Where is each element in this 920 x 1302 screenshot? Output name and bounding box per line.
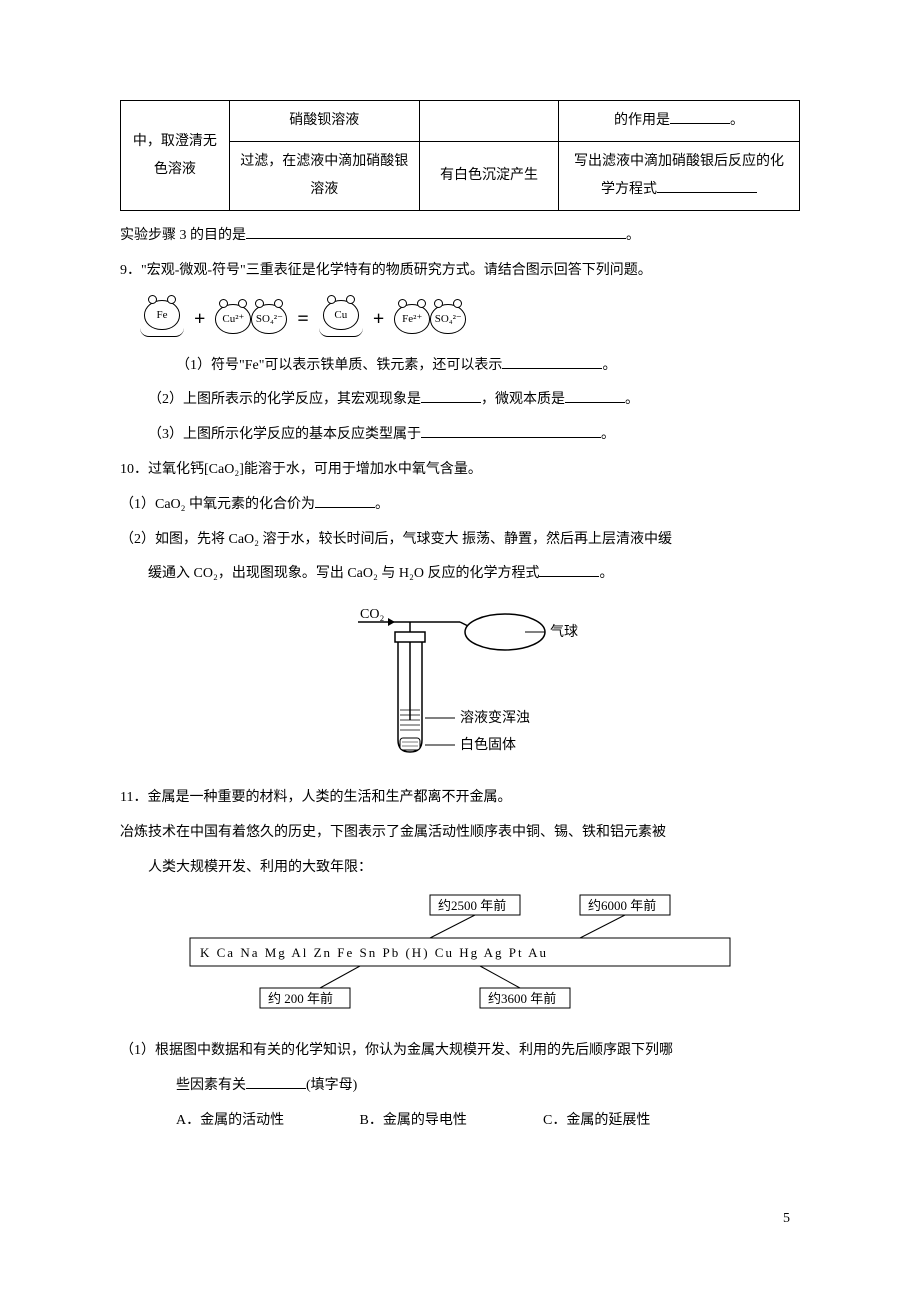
atom-label: Cu²⁺ bbox=[215, 304, 251, 334]
page-number: 5 bbox=[0, 1181, 920, 1227]
activity-series: K Ca Na Mg Al Zn Fe Sn Pb (H) Cu Hg Ag P… bbox=[200, 945, 548, 960]
text: 些因素有关 bbox=[176, 1078, 246, 1093]
tag-sn: 约3600 年前 bbox=[488, 991, 556, 1006]
table-cell: 中，取澄清无色溶液 bbox=[121, 101, 230, 211]
text: （1）符号"Fe"可以表示铁单质、铁元素，还可以表示 bbox=[176, 358, 502, 373]
q11-stem: 11．金属是一种重要的材料，人类的生活和生产都离不开金属。 bbox=[120, 783, 800, 814]
q11-activity-figure: 约2500 年前 约6000 年前 K Ca Na Mg Al Zn Fe Sn… bbox=[180, 893, 740, 1026]
page-content: 中，取澄清无色溶液 硝酸钡溶液 的作用是。 过滤，在滤液中滴加硝酸银溶液 有白色… bbox=[0, 0, 920, 1181]
atom-label: Cu bbox=[323, 300, 359, 330]
atom-label: Fe bbox=[144, 300, 180, 330]
q10-stem: 10．过氧化钙[CaO₂]能溶于水，可用于增加水中氧气含量。 bbox=[120, 455, 800, 486]
atom-cu: Cu bbox=[319, 300, 363, 337]
table-cell: 硝酸钡溶液 bbox=[229, 101, 419, 142]
blank bbox=[670, 109, 730, 124]
text: 。 bbox=[601, 427, 615, 442]
text: 缓通入 CO₂，出现图现象。写出 CaO₂ 与 H₂O 反应的化学方程式 bbox=[148, 566, 539, 581]
equals-icon: = bbox=[293, 297, 312, 341]
text: (填字母) bbox=[306, 1078, 357, 1093]
blank bbox=[421, 423, 601, 438]
table-cell: 写出滤液中滴加硝酸银后反应的化学方程式 bbox=[559, 142, 800, 211]
plus-icon: + bbox=[190, 297, 209, 341]
blank bbox=[657, 178, 757, 193]
text: 。 bbox=[625, 392, 639, 407]
label-balloon: 气球 bbox=[550, 624, 578, 640]
text: ，微观本质是 bbox=[481, 392, 565, 407]
tag-cu: 约6000 年前 bbox=[588, 898, 656, 913]
tag-fe: 约2500 年前 bbox=[438, 898, 506, 913]
blank bbox=[246, 1074, 306, 1089]
blank bbox=[565, 388, 625, 403]
q9-reaction-diagram: Fe + Cu²⁺ SO₄²⁻ = Cu + Fe²⁺ SO₄²⁻ bbox=[140, 297, 800, 341]
compound-feso4: Fe²⁺ SO₄²⁻ bbox=[394, 304, 466, 334]
atom-label: SO₄²⁻ bbox=[251, 304, 287, 334]
q11-options: A．金属的活动性 B．金属的导电性 C．金属的延展性 bbox=[120, 1106, 800, 1137]
table-cell: 有白色沉淀产生 bbox=[419, 142, 558, 211]
q11-line2b: 人类大规模开发、利用的大致年限： bbox=[120, 853, 800, 884]
plus-icon: + bbox=[369, 297, 388, 341]
q10-figure: CO₂ bbox=[120, 600, 800, 773]
tag-al: 约 200 年前 bbox=[268, 991, 333, 1006]
paragraph: 实验步骤 3 的目的是。 bbox=[120, 221, 800, 252]
atom-label: Fe²⁺ bbox=[394, 304, 430, 334]
label-white-solid: 白色固体 bbox=[460, 736, 516, 753]
blank bbox=[315, 493, 375, 508]
text: 实验步骤 3 的目的是 bbox=[120, 228, 246, 243]
option-b: B．金属的导电性 bbox=[360, 1106, 540, 1137]
table-cell: 的作用是 。 bbox=[559, 101, 800, 142]
label-co2: CO₂ bbox=[360, 607, 384, 622]
compound-cuso4: Cu²⁺ SO₄²⁻ bbox=[215, 304, 287, 334]
q10-p1: （1）CaO₂ 中氧元素的化合价为 。 bbox=[120, 490, 800, 521]
text: 。 bbox=[730, 113, 744, 128]
text: （2）上图所表示的化学反应，其宏观现象是 bbox=[148, 392, 421, 407]
experiment-table: 中，取澄清无色溶液 硝酸钡溶液 的作用是 。 过滤，在滤液中滴加硝酸银溶液 有白色… bbox=[120, 100, 800, 211]
text: 。 bbox=[602, 358, 616, 373]
q11-p1: （1）根据图中数据和有关的化学知识，你认为金属大规模开发、利用的先后顺序跟下列哪 bbox=[120, 1036, 800, 1067]
q11-p1-line2: 些因素有关 (填字母) bbox=[120, 1071, 800, 1102]
text: （1）CaO₂ 中氧元素的化合价为 bbox=[120, 497, 315, 512]
q10-p2a: （2）如图，先将 CaO₂ 溶于水，较长时间后，气球变大 振荡、静置，然后再上层… bbox=[120, 525, 800, 556]
atom-label: SO₄²⁻ bbox=[430, 304, 466, 334]
blank bbox=[502, 354, 602, 369]
blank bbox=[421, 388, 481, 403]
blank bbox=[246, 224, 626, 239]
blank bbox=[539, 562, 599, 577]
text: 。 bbox=[599, 566, 613, 581]
label-turbid: 溶液变浑浊 bbox=[460, 710, 530, 726]
text: 。 bbox=[375, 497, 389, 512]
option-c: C．金属的延展性 bbox=[543, 1106, 723, 1137]
atom-fe: Fe bbox=[140, 300, 184, 337]
q9-p2: （2）上图所表示的化学反应，其宏观现象是 ，微观本质是 。 bbox=[120, 385, 800, 416]
table-cell bbox=[419, 101, 558, 142]
table-cell: 过滤，在滤液中滴加硝酸银溶液 bbox=[229, 142, 419, 211]
text: （3）上图所示化学反应的基本反应类型属于 bbox=[148, 427, 421, 442]
text: 的作用是 bbox=[614, 113, 670, 128]
option-a: A．金属的活动性 bbox=[176, 1106, 356, 1137]
q9-stem: 9．"宏观-微观-符号"三重表征是化学特有的物质研究方式。请结合图示回答下列问题… bbox=[120, 256, 800, 287]
q9-p1: （1）符号"Fe"可以表示铁单质、铁元素，还可以表示 。 bbox=[120, 351, 800, 382]
q9-p3: （3）上图所示化学反应的基本反应类型属于 。 bbox=[120, 420, 800, 451]
q11-line2a: 冶炼技术在中国有着悠久的历史，下图表示了金属活动性顺序表中铜、锡、铁和铝元素被 bbox=[120, 818, 800, 849]
q10-p2b: 缓通入 CO₂，出现图现象。写出 CaO₂ 与 H₂O 反应的化学方程式 。 bbox=[120, 559, 800, 590]
